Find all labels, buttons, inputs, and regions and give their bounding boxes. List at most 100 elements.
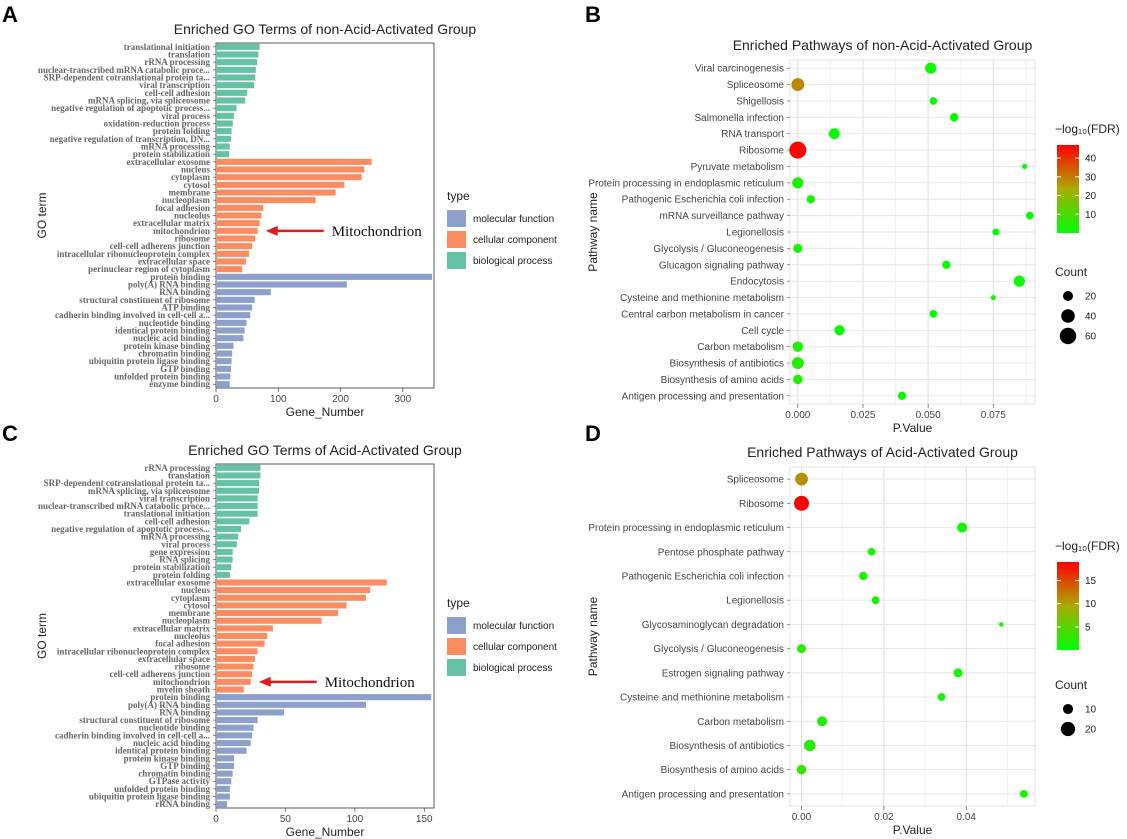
- count-legend-label-10: 10: [1085, 705, 1097, 716]
- bar-ubiquitin-protein-ligase-binding: [216, 358, 232, 365]
- bar-cytoplasm: [216, 594, 366, 601]
- tick-label-nucleolus: nucleolus: [174, 631, 211, 641]
- tick-label-cytoplasm: cytoplasm: [171, 172, 211, 182]
- bar-nucleolus: [216, 632, 268, 640]
- tick-label-cytoplasm: cytoplasm: [171, 593, 211, 603]
- x-tick-label-0-02: 0.02: [874, 812, 894, 823]
- tick-label-intracellular-ribonucleoprotein-complex: intracellular ribonucleoprotein complex: [57, 249, 211, 259]
- x-tick-label-150: 150: [416, 814, 433, 825]
- point-biosynthesis-of-amino-acids: [796, 764, 807, 775]
- bar-cell-cell-adherens-junction: [216, 243, 253, 250]
- tick-label-perinuclear-region-of-cytoplasm: perinuclear region of cytoplasm: [88, 264, 210, 274]
- tick-label-rrna-processing: rRNA processing: [144, 463, 210, 473]
- bar-extracellular-matrix: [216, 220, 260, 227]
- bar-cytoplasm: [216, 174, 362, 181]
- x-tick-label-0-00: 0.00: [792, 812, 812, 823]
- tick-label-cadherin-binding-involved-in-cell-cell-a: cadherin binding involved in cell-cell a…: [55, 310, 210, 320]
- tick-label-nucleus: nucleus: [181, 585, 211, 595]
- tick-label-cell-cell-adhesion: cell-cell adhesion: [145, 516, 210, 526]
- pathway-label-viral-carcinogenesis: Viral carcinogenesis: [695, 64, 784, 75]
- tick-label-ribosome: ribosome: [175, 234, 211, 244]
- tick-label-viral-process: viral process: [161, 539, 210, 549]
- bar-membrane: [216, 189, 336, 196]
- count-legend-dot-20: [1063, 291, 1073, 301]
- count-legend-dot-40: [1061, 309, 1075, 323]
- count-legend-title: Count: [1055, 265, 1088, 279]
- x-axis-label: P.Value: [893, 421, 933, 435]
- panel-label-c: C: [2, 421, 18, 446]
- pathway-label-cysteine-and-methionine-metabolism: Cysteine and methionine metabolism: [620, 693, 784, 704]
- tick-label-negative-regulation-of-apoptotic-process: negative regulation of apoptotic process…: [51, 103, 210, 113]
- tick-label-extracellular-space: extracellular space: [138, 257, 210, 267]
- bar-perinuclear-region-of-cytoplasm: [216, 266, 243, 273]
- pathway-label-biosynthesis-of-amino-acids: Biosynthesis of amino acids: [661, 765, 784, 776]
- tick-label-mrna-processing: mRNA processing: [141, 532, 211, 542]
- colorbar-label-40: 40: [1085, 154, 1097, 165]
- pathway-label-glucagon-signaling-pathway: Glucagon signaling pathway: [659, 260, 784, 271]
- point-shigellosis: [929, 97, 938, 105]
- tick-label-translation: translation: [168, 470, 210, 480]
- tick-label-viral-transcription: viral transcription: [139, 80, 210, 90]
- fdr-colorbar: [1057, 562, 1079, 650]
- tick-label-cadherin-binding-involved-in-cell-cell-a: cadherin binding involved in cell-cell a…: [55, 730, 210, 740]
- tick-label-chromatin-binding: chromatin binding: [138, 769, 210, 779]
- point-biosynthesis-of-amino-acids: [793, 374, 803, 385]
- bar-cytosol: [216, 181, 345, 188]
- tick-label-cell-cell-adherens-junction: cell-cell adherens junction: [110, 241, 210, 251]
- point-pyruvate-metabolism: [1021, 163, 1028, 170]
- pathway-label-cysteine-and-methionine-metabolism: Cysteine and methionine metabolism: [620, 293, 784, 304]
- bar-poly-a-rna-binding: [216, 281, 347, 288]
- point-rna-transport: [828, 128, 840, 140]
- point-cysteine-and-methionine-metabolism: [990, 294, 996, 301]
- bar-nucleoplasm: [216, 617, 322, 624]
- bar-cell-cell-adhesion: [216, 518, 250, 525]
- bar-extracellular-space: [216, 258, 246, 265]
- bar-cadherin-binding-involved-in-cell-cell-a: [216, 312, 251, 319]
- tick-label-srp-dependent-cotranslational-protein-ta: SRP-dependent cotranslational protein ta…: [44, 73, 210, 83]
- panel-c-go-bar-chart: Enriched GO Terms of Acid-Activated Grou…: [35, 442, 557, 839]
- tick-label-nucleoplasm: nucleoplasm: [162, 616, 211, 626]
- legend-label-molecular-function: molecular function: [473, 214, 554, 225]
- point-ribosome: [789, 141, 807, 159]
- pathway-label-pentose-phosphate-pathway: Pentose phosphate pathway: [658, 547, 784, 558]
- count-legend-label-20: 20: [1085, 292, 1097, 303]
- bar-viral-process: [216, 541, 237, 548]
- tick-label-extracellular-exosome: extracellular exosome: [126, 157, 210, 167]
- bar-rrna-processing: [216, 464, 261, 471]
- x-tick-label-0-04: 0.04: [957, 812, 977, 823]
- bar-gtp-binding: [216, 365, 231, 372]
- tick-label-cell-cell-adhesion: cell-cell adhesion: [145, 88, 210, 98]
- plot-panel: [789, 466, 1036, 807]
- bar-enzyme-binding: [216, 381, 230, 388]
- colorbar-label-30: 30: [1085, 172, 1097, 183]
- panel-label-b: B: [585, 2, 601, 27]
- tick-label-negative-regulation-of-apoptotic-process: negative regulation of apoptotic process…: [51, 524, 210, 534]
- colorbar-label-20: 20: [1085, 191, 1097, 202]
- tick-label-protein-binding: protein binding: [150, 692, 210, 702]
- bar-gtpase-activity: [216, 778, 232, 785]
- pathway-label-ribosome: Ribosome: [739, 146, 784, 157]
- bar-translation: [216, 472, 261, 479]
- panel-d-pathway-dot-plot: Enriched Pathways of Acid-Activated Grou…: [586, 444, 1120, 837]
- x-axis-label: Gene_Number: [286, 405, 365, 419]
- tick-label-nucleoplasm: nucleoplasm: [162, 195, 211, 205]
- panel-label-a: A: [2, 2, 18, 27]
- bar-focal-adhesion: [216, 640, 265, 647]
- tick-label-ribosome: ribosome: [175, 662, 211, 672]
- chart-title: Enriched GO Terms of non-Acid-Activated …: [174, 21, 477, 37]
- point-central-carbon-metabolism-in-cancer: [929, 310, 938, 318]
- bar-mrna-splicing-via-spliceosome: [216, 97, 246, 104]
- fdr-legend-title: −log₁₀(FDR): [1055, 539, 1120, 553]
- legend-swatch-biological-process: [447, 659, 466, 676]
- x-tick-label-300: 300: [395, 394, 412, 405]
- tick-label-gtp-binding: GTP binding: [160, 364, 210, 374]
- x-axis-label: P.Value: [893, 823, 933, 837]
- tick-label-translational-initiation: translational initiation: [124, 42, 210, 52]
- point-cell-cycle: [834, 325, 845, 336]
- bar-translational-initiation: [216, 43, 260, 50]
- tick-label-gene-expression: gene expression: [150, 547, 210, 557]
- count-legend-label-20: 20: [1085, 725, 1097, 736]
- bar-extracellular-matrix: [216, 625, 273, 632]
- tick-label-extracellular-space: extracellular space: [138, 654, 210, 664]
